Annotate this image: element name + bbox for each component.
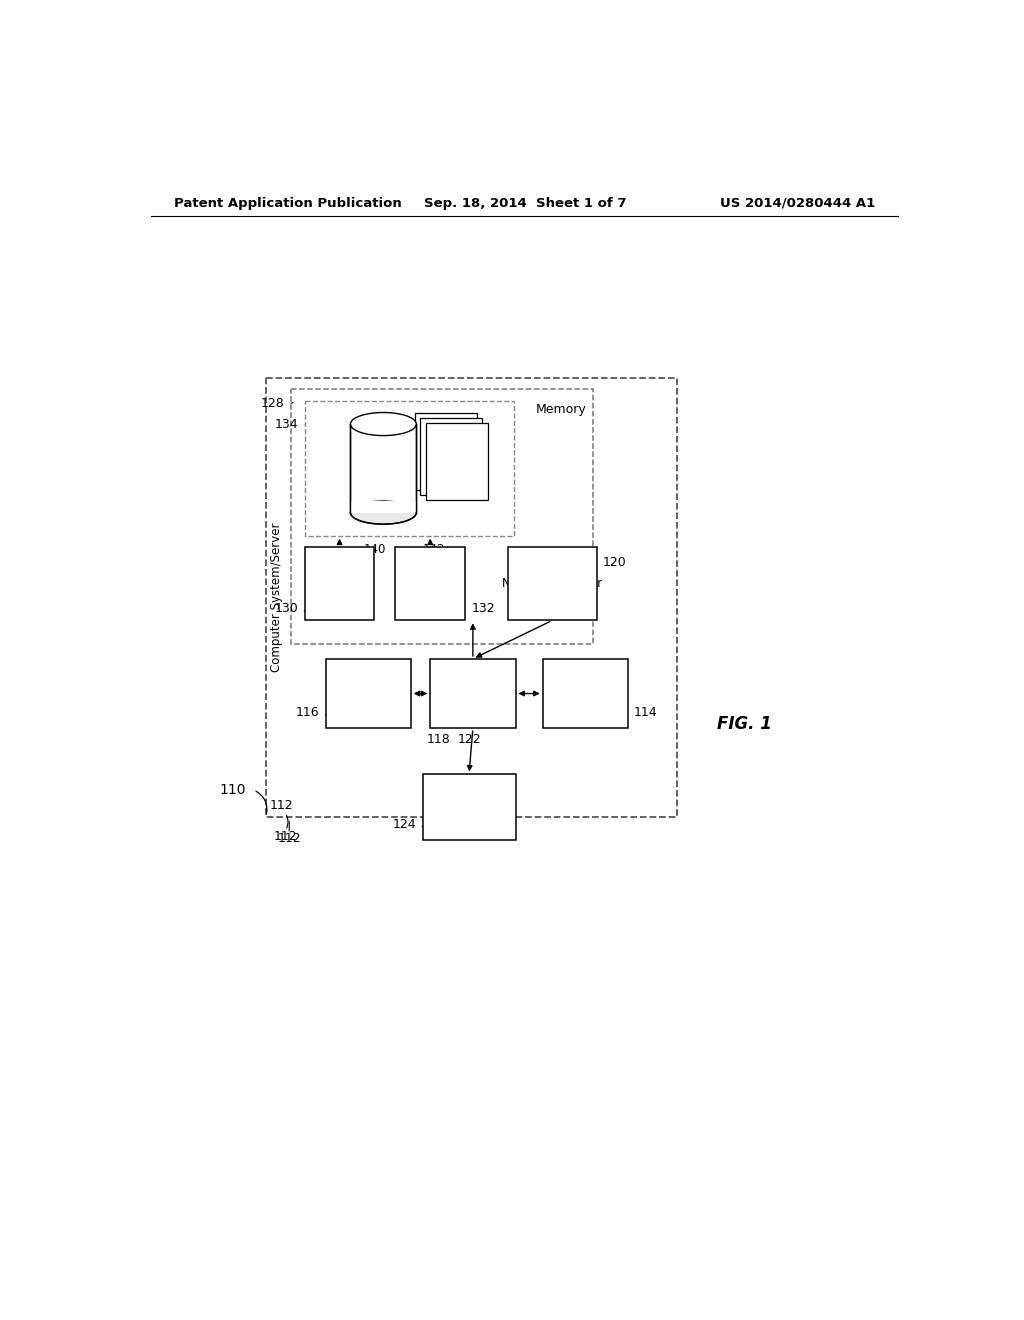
Text: Display: Display <box>444 801 494 813</box>
Bar <box>350 502 417 513</box>
Text: 134: 134 <box>274 417 299 430</box>
Ellipse shape <box>350 502 417 524</box>
Bar <box>426 424 487 500</box>
Text: 124: 124 <box>392 818 417 832</box>
Text: 140: 140 <box>364 544 386 557</box>
Text: Computer System/Server: Computer System/Server <box>270 523 284 672</box>
Text: 112: 112 <box>270 799 294 812</box>
Bar <box>291 389 593 644</box>
Bar <box>430 659 515 729</box>
Text: I/O
Interface(s): I/O Interface(s) <box>436 678 509 709</box>
Text: 118: 118 <box>426 733 451 746</box>
Text: Processing
Unit: Processing Unit <box>335 678 401 709</box>
Text: 120: 120 <box>603 556 627 569</box>
Text: 110: 110 <box>219 783 246 797</box>
Bar <box>305 401 514 536</box>
Bar <box>423 775 515 840</box>
Bar <box>395 548 465 620</box>
Text: US 2014/0280444 A1: US 2014/0280444 A1 <box>720 197 876 210</box>
Text: 142: 142 <box>423 544 445 557</box>
Bar <box>420 418 482 495</box>
Text: 112: 112 <box>273 829 297 842</box>
Text: 112: 112 <box>278 832 301 845</box>
Text: Cache: Cache <box>410 577 451 590</box>
Bar <box>415 412 477 490</box>
Text: RAM: RAM <box>325 577 354 590</box>
Bar <box>350 424 417 512</box>
Bar <box>508 548 597 620</box>
Ellipse shape <box>350 412 417 436</box>
Text: External
Device(s): External Device(s) <box>556 678 614 709</box>
Text: FIG. 1: FIG. 1 <box>717 715 772 734</box>
Text: Patent Application Publication: Patent Application Publication <box>174 197 402 210</box>
Text: 116: 116 <box>296 706 319 719</box>
Text: 114: 114 <box>634 706 657 719</box>
Text: Storage
System: Storage System <box>424 446 473 475</box>
Text: 128: 128 <box>261 397 285 409</box>
Text: Memory: Memory <box>536 404 587 416</box>
Text: 132: 132 <box>471 602 495 615</box>
Text: Sep. 18, 2014  Sheet 1 of 7: Sep. 18, 2014 Sheet 1 of 7 <box>424 197 626 210</box>
Bar <box>266 378 677 817</box>
Bar <box>543 659 628 729</box>
Text: Network Adpater: Network Adpater <box>502 577 602 590</box>
Bar <box>305 548 375 620</box>
Text: 122: 122 <box>458 733 481 746</box>
Bar <box>326 659 411 729</box>
Text: 130: 130 <box>274 602 299 615</box>
